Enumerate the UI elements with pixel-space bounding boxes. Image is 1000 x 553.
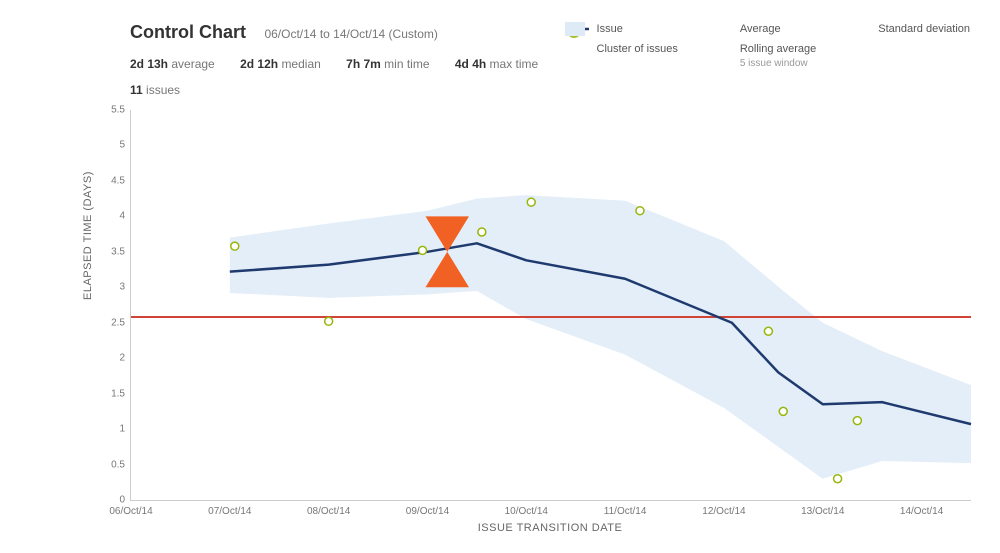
x-tick: 06/Oct/14: [109, 506, 152, 517]
y-tick: 2.5: [111, 317, 125, 328]
x-tick: 12/Oct/14: [702, 506, 745, 517]
y-tick: 3: [119, 282, 125, 293]
y-tick: 1: [119, 424, 125, 435]
issue-point[interactable]: [834, 475, 842, 483]
x-tick: 10/Oct/14: [505, 506, 548, 517]
x-tick: 13/Oct/14: [801, 506, 844, 517]
issues-count-value: 11: [130, 83, 143, 97]
stddev-swatch-icon: [846, 22, 870, 36]
y-tick: 0: [119, 495, 125, 506]
control-chart-plot[interactable]: 00.511.522.533.544.555.506/Oct/1407/Oct/…: [130, 110, 971, 501]
stat-median-value: 2d 12h: [240, 57, 278, 71]
stat-max-label: max time: [490, 57, 539, 71]
issue-point[interactable]: [325, 317, 333, 325]
x-tick: 14/Oct/14: [900, 506, 943, 517]
stat-average-label: average: [171, 57, 214, 71]
x-tick: 11/Oct/14: [604, 506, 647, 517]
issue-point[interactable]: [779, 407, 787, 415]
issue-point[interactable]: [853, 417, 861, 425]
issue-point[interactable]: [636, 207, 644, 215]
x-tick: 09/Oct/14: [406, 506, 449, 517]
stat-average-value: 2d 13h: [130, 57, 168, 71]
stat-max-value: 4d 4h: [455, 57, 486, 71]
y-axis-label: ELAPSED TIME (DAYS): [82, 171, 94, 300]
y-tick: 4: [119, 211, 125, 222]
issues-count: 11 issues: [130, 83, 980, 97]
y-tick: 1.5: [111, 388, 125, 399]
issue-point[interactable]: [764, 327, 772, 335]
stat-min-label: min time: [384, 57, 429, 71]
x-tick: 07/Oct/14: [208, 506, 251, 517]
y-tick: 2: [119, 353, 125, 364]
chart-title: Control Chart: [130, 22, 246, 43]
y-tick: 5.5: [111, 105, 125, 116]
issue-point[interactable]: [419, 246, 427, 254]
stat-median-label: median: [281, 57, 320, 71]
legend-stddev: Standard deviation: [846, 22, 970, 36]
stat-min-value: 7h 7m: [346, 57, 381, 71]
issues-count-label: issues: [146, 83, 180, 97]
y-tick: 5: [119, 140, 125, 151]
x-tick: 08/Oct/14: [307, 506, 350, 517]
issue-point[interactable]: [478, 228, 486, 236]
issue-point[interactable]: [527, 198, 535, 206]
y-tick: 3.5: [111, 246, 125, 257]
chart-subtitle: 06/Oct/14 to 14/Oct/14 (Custom): [264, 27, 437, 41]
y-tick: 4.5: [111, 175, 125, 186]
y-tick: 0.5: [111, 459, 125, 470]
chart-legend: Issue Cluster of issues Average Rolling …: [565, 22, 970, 71]
stddev-band: [230, 195, 971, 479]
x-axis-label: ISSUE TRANSITION DATE: [130, 522, 970, 534]
issue-point[interactable]: [231, 242, 239, 250]
